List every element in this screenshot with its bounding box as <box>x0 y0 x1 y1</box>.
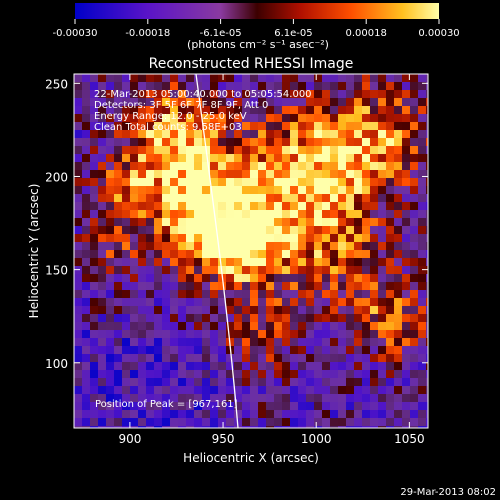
colorbar-units: (photons cm⁻² s⁻¹ asec⁻²) <box>187 38 329 51</box>
annotation-line: Energy Range: 12.0 - 25.0 keV <box>94 111 247 122</box>
colorbar-labels: -0.00030 -0.00018 -6.1e-05 6.1e-05 0.00018 0.… <box>53 28 460 39</box>
x-tick-labels: 900 950 1000 1050 <box>118 432 424 446</box>
colorbar-ticks <box>74 19 440 24</box>
colorbar-tick-label: 6.1e-05 <box>274 28 312 39</box>
peak-position-text: Position of Peak = [967,161] <box>95 399 238 410</box>
colorbar-tick-label: -0.00018 <box>125 28 170 39</box>
x-tick-label: 950 <box>212 432 235 446</box>
colorbar-tick-label: 0.00030 <box>418 28 459 39</box>
colorbar-tick-label: 0.00018 <box>346 28 387 39</box>
axis-ticks <box>74 74 428 428</box>
plot-frame <box>73 73 429 429</box>
y-tick-label: 200 <box>45 170 68 184</box>
colorbar <box>75 3 439 19</box>
y-axis-label: Heliocentric Y (arcsec) <box>27 184 41 319</box>
rhessi-image <box>74 74 428 428</box>
y-tick-label: 100 <box>45 357 68 371</box>
colorbar-tick-label: -0.00030 <box>53 28 98 39</box>
solar-limb-line <box>195 74 239 428</box>
x-axis-label: Heliocentric X (arcsec) <box>183 451 319 465</box>
annotation-block: 22-Mar-2013 05:00:40.000 to 05:05:54.000… <box>94 89 312 133</box>
plot-title: Reconstructed RHESSI Image <box>149 56 354 72</box>
colorbar-tick-label: -6.1e-05 <box>200 28 242 39</box>
x-tick-label: 1050 <box>394 432 425 446</box>
x-tick-label: 900 <box>118 432 141 446</box>
annotation-line: Detectors: 3F 5F 6F 7F 8F 9F, Att 0 <box>94 100 268 111</box>
footer-timestamp: 29-Mar-2013 08:02 <box>400 487 496 498</box>
y-tick-labels: 100 150 200 250 <box>45 77 68 370</box>
annotation-line: 22-Mar-2013 05:00:40.000 to 05:05:54.000 <box>94 89 312 100</box>
annotation-line: Clean Total counts: 9.58E+03 <box>94 122 242 133</box>
y-tick-label: 150 <box>45 264 68 278</box>
y-tick-label: 250 <box>45 77 68 91</box>
x-tick-label: 1000 <box>301 432 332 446</box>
